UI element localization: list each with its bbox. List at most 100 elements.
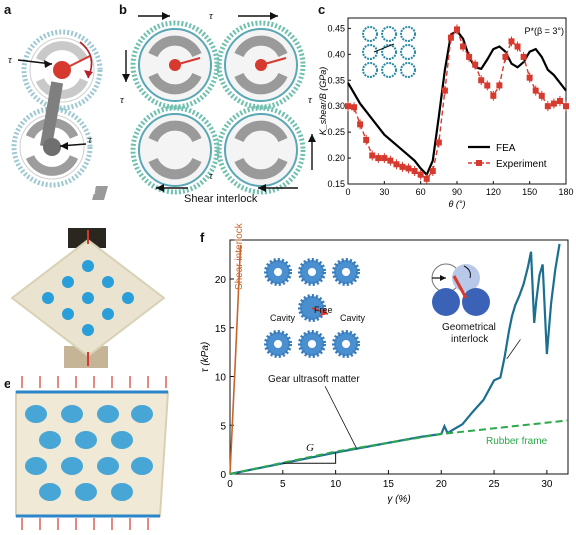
gear-unit-top-right xyxy=(216,20,306,110)
chart-c-point-23 xyxy=(484,82,491,89)
panel-f-inset-cavity-left: Cavity xyxy=(270,313,296,323)
chart-c-point-11 xyxy=(411,168,418,175)
panel-a-tau-top: τ xyxy=(8,54,12,66)
panel-a-label: a xyxy=(4,2,12,17)
panel-f-gear-inset xyxy=(264,258,360,358)
chart-c-ytick-label-1: 0.20 xyxy=(327,153,345,163)
chart-c-point-8 xyxy=(393,161,400,168)
gear-unit-top-left xyxy=(130,20,220,110)
chart-c-point-26 xyxy=(502,53,509,60)
chart-c-point-12 xyxy=(417,171,424,178)
chart-c-point-5 xyxy=(375,155,382,162)
panel-b-tau-3: τ xyxy=(308,94,312,106)
chart-c-point-6 xyxy=(381,155,388,162)
chart-c-ytick-label-6: 0.45 xyxy=(327,23,345,33)
chart-c-inset-arrow xyxy=(373,43,395,53)
chart-c-legend-exp-marker xyxy=(476,160,482,166)
panel-f-slope-label: G xyxy=(306,442,314,454)
chart-c-legend-fea-label: FEA xyxy=(496,143,516,154)
chart-c-point-15 xyxy=(435,139,442,146)
panel-b-label: b xyxy=(119,2,127,17)
gear-unit-bottom-left xyxy=(130,105,220,195)
chart-c-ytick-label-4: 0.35 xyxy=(327,75,345,85)
chart-f-ytick-label-0: 0 xyxy=(220,470,226,481)
chart-c-point-1 xyxy=(351,104,358,111)
chart-c-ytick-label-3: 0.30 xyxy=(327,101,345,111)
chart-c-point-30 xyxy=(526,74,533,81)
chart-c-point-14 xyxy=(429,168,436,175)
chart-c-point-31 xyxy=(532,87,539,94)
inset-gear-0-2 xyxy=(400,26,416,42)
chart-f-ytick-label-2: 10 xyxy=(215,373,227,384)
panel-b-strain-icon xyxy=(88,184,110,202)
inset-gear-2-1 xyxy=(381,62,397,78)
panel-a-tau-bottom: τ xyxy=(88,134,92,146)
chart-c-point-25 xyxy=(496,82,503,89)
chart-f-xtick-label-4: 20 xyxy=(436,479,448,490)
chart-c-point-35 xyxy=(556,98,563,104)
inset-gear-1-0 xyxy=(362,44,378,60)
chart-f-xtick-label-3: 15 xyxy=(383,479,395,490)
chart-f-xlabel: γ (%) xyxy=(387,494,410,505)
panel-f-geometric-interlock-inset xyxy=(431,263,490,316)
chart-c-point-28 xyxy=(514,43,521,50)
panel-f-rubber-frame-label: Rubber frame xyxy=(486,436,548,447)
panel-f-inset-cavity-right: Cavity xyxy=(340,313,366,323)
panel-c-label: c xyxy=(318,2,326,17)
chart-c-legend-exp-label: Experiment xyxy=(496,159,547,170)
chart-c-point-24 xyxy=(490,92,497,99)
chart-f-ytick-label-4: 20 xyxy=(215,275,227,286)
panel-d-photo-lattice xyxy=(4,228,172,368)
inset-gear-2-2 xyxy=(400,62,416,78)
panel-e-label: e xyxy=(4,376,12,391)
panel-c-chart: 0 30 60 90 120 150 180 0.15 0.20 0.25 0.30 0.35 0.40… xyxy=(318,17,574,209)
panel-f-label: f xyxy=(200,230,205,245)
panel-f-shear-interlock-label: Shear interlock xyxy=(234,223,245,290)
panel-a-gear-pair-illustration xyxy=(11,29,103,188)
chart-c-point-17 xyxy=(447,34,454,41)
chart-f-slope-triangle xyxy=(282,452,337,464)
chart-c-inset-gear-grid xyxy=(362,26,416,78)
chart-c-point-36 xyxy=(563,103,569,110)
chart-f-xtick-label-0: 0 xyxy=(227,479,233,490)
chart-c-point-22 xyxy=(478,77,485,84)
gear-unit-bottom-right xyxy=(216,105,306,195)
chart-c-point-34 xyxy=(550,100,557,107)
chart-c-ylabel: K_shear/B (GPa) xyxy=(318,67,328,136)
panel-b-tau-4: τ xyxy=(209,170,213,182)
panel-b-caption: Shear interlock xyxy=(184,193,258,205)
panel-b-tau-1: τ xyxy=(209,10,213,22)
chart-c-annotation: P*(β = 3°) xyxy=(524,26,564,36)
panel-f-chart: 0 5 10 15 20 25 30 0 5 10 15 20 γ (%) τ (kPa) xyxy=(200,239,569,505)
chart-c-xtick-label-3: 90 xyxy=(452,187,462,197)
chart-c-point-21 xyxy=(472,61,479,68)
inset-gear-1-2 xyxy=(400,44,416,60)
chart-c-point-29 xyxy=(520,53,527,60)
panel-f-inset-free: Free xyxy=(314,305,333,315)
chart-c-xtick-label-6: 180 xyxy=(558,187,573,197)
panel-e-photo-sheared-lattice xyxy=(10,376,172,532)
chart-c-xtick-label-5: 150 xyxy=(522,187,537,197)
chart-c-point-19 xyxy=(460,43,467,50)
panel-f-inset-interlock-caption-1: Geometrical xyxy=(442,322,496,333)
inset-gear-2-0 xyxy=(362,62,378,78)
chart-c-point-10 xyxy=(405,165,412,172)
chart-c-ytick-label-5: 0.40 xyxy=(327,49,345,59)
chart-f-leader-gear xyxy=(324,386,358,449)
chart-f-xtick-label-1: 5 xyxy=(280,479,286,490)
chart-f-ylabel: τ (kPa) xyxy=(200,342,211,372)
chart-c-point-20 xyxy=(466,53,473,60)
inset-gear-0-1 xyxy=(381,26,397,42)
inset-gear-1-1 xyxy=(381,44,397,60)
chart-c-ytick-label-0: 0.15 xyxy=(327,179,345,189)
chart-c-xtick-label-4: 120 xyxy=(486,187,501,197)
chart-f-ytick-label-3: 15 xyxy=(215,324,227,335)
chart-c-xlabel: θ (°) xyxy=(449,199,466,209)
chart-f-xtick-label-2: 10 xyxy=(330,479,342,490)
chart-f-xtick-label-5: 25 xyxy=(489,479,501,490)
chart-c-point-27 xyxy=(508,38,515,45)
chart-f-leader-interlock xyxy=(506,339,521,360)
panel-b-strain-tau: τ xyxy=(93,186,97,196)
chart-c-point-13 xyxy=(423,175,430,182)
chart-f-frame xyxy=(229,239,569,475)
